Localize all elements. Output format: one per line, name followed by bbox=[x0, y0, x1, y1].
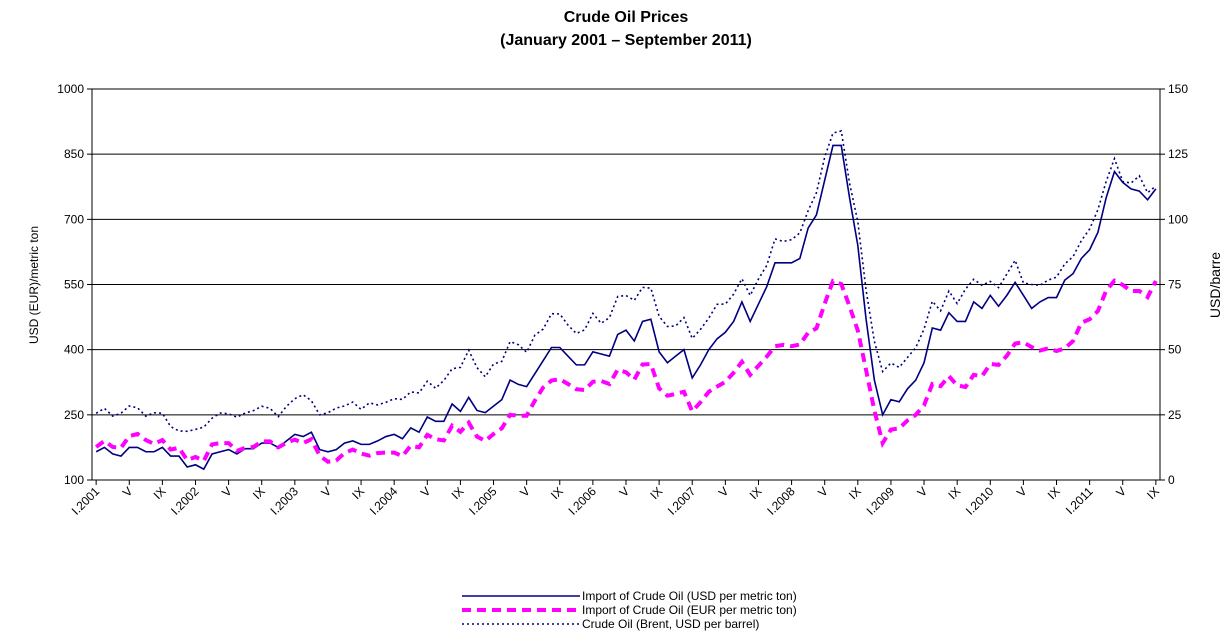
x-tick-label: V bbox=[617, 484, 633, 500]
x-tick-label: I.2005 bbox=[466, 484, 500, 518]
x-tick-label: IX bbox=[747, 484, 765, 502]
y2-tick-label: 100 bbox=[1168, 212, 1188, 226]
x-tick-label: I.2010 bbox=[963, 484, 997, 518]
x-tick-label: V bbox=[319, 484, 335, 500]
series-line bbox=[95, 129, 1157, 433]
x-tick-label: I.2011 bbox=[1063, 484, 1096, 517]
y2-axis-label: USD/barre bbox=[1207, 252, 1223, 318]
x-tick-label: V bbox=[716, 484, 732, 500]
x-tick-label: IX bbox=[250, 484, 268, 502]
y-tick-label: 1000 bbox=[57, 82, 84, 96]
y-tick-label: 250 bbox=[64, 408, 84, 422]
x-tick-label: IX bbox=[548, 484, 566, 502]
series-line bbox=[95, 144, 1157, 471]
x-tick-label: V bbox=[219, 484, 235, 500]
y2-tick-label: 150 bbox=[1168, 82, 1188, 96]
x-tick-label: IX bbox=[449, 484, 467, 502]
y-tick-label: 700 bbox=[64, 212, 84, 226]
x-tick-label: I.2001 bbox=[69, 484, 103, 518]
x-tick-label: V bbox=[1113, 484, 1129, 500]
x-tick-label: IX bbox=[349, 484, 367, 502]
legend-label: Import of Crude Oil (EUR per metric ton) bbox=[582, 603, 797, 617]
x-tick-label: I.2006 bbox=[566, 484, 600, 518]
chart-title: Crude Oil Prices bbox=[564, 9, 689, 26]
y2-tick-label: 125 bbox=[1168, 147, 1188, 161]
y-axis-label: USD (EUR)/metric ton bbox=[27, 226, 41, 344]
x-tick-label: I.2008 bbox=[764, 484, 798, 518]
x-tick-label: IX bbox=[945, 484, 963, 502]
y2-tick-label: 25 bbox=[1168, 408, 1182, 422]
x-tick-label: V bbox=[517, 484, 533, 500]
x-tick-label: IX bbox=[647, 484, 665, 502]
x-tick-label: V bbox=[915, 484, 931, 500]
x-tick-label: V bbox=[1014, 484, 1030, 500]
x-tick-label: I.2004 bbox=[367, 484, 401, 518]
x-tick-label: I.2007 bbox=[665, 484, 699, 518]
x-tick-label: IX bbox=[846, 484, 864, 502]
x-tick-label: V bbox=[120, 484, 136, 500]
y-tick-label: 550 bbox=[64, 278, 84, 292]
series-line bbox=[94, 278, 1158, 464]
y-tick-label: 100 bbox=[64, 473, 84, 487]
x-tick-label: I.2002 bbox=[168, 484, 202, 518]
legend-label: Crude Oil (Brent, USD per barrel) bbox=[582, 617, 759, 631]
y2-tick-label: 75 bbox=[1168, 278, 1182, 292]
x-tick-label: IX bbox=[151, 484, 169, 502]
y2-tick-label: 0 bbox=[1168, 473, 1175, 487]
x-tick-label: V bbox=[418, 484, 434, 500]
x-tick-label: I.2003 bbox=[267, 484, 301, 518]
y-tick-label: 400 bbox=[64, 343, 84, 357]
y-tick-label: 850 bbox=[64, 147, 84, 161]
x-tick-label: IX bbox=[1045, 484, 1063, 502]
x-tick-label: IX bbox=[1144, 484, 1162, 502]
x-tick-label: V bbox=[815, 484, 831, 500]
legend-label: Import of Crude Oil (USD per metric ton) bbox=[582, 589, 797, 603]
y2-tick-label: 50 bbox=[1168, 343, 1182, 357]
chart-subtitle: (January 2001 – September 2011) bbox=[500, 32, 752, 49]
x-tick-label: I.2009 bbox=[864, 484, 898, 518]
